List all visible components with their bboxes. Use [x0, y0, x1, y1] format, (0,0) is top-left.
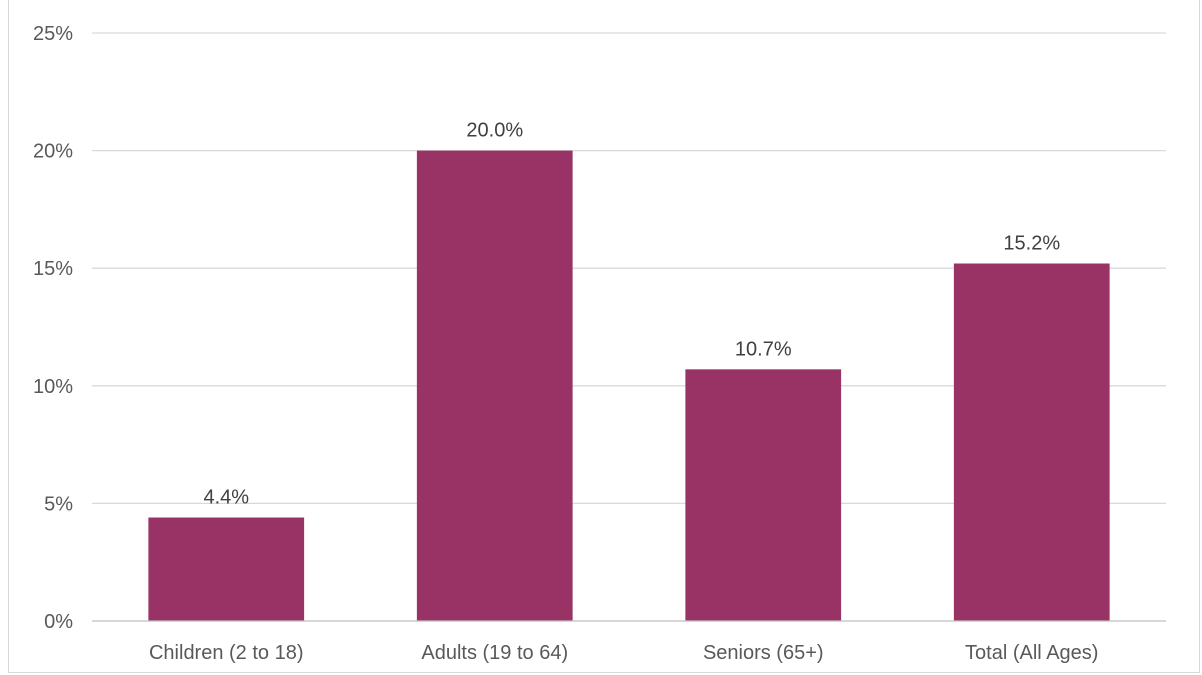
- chart-frame: [8, 0, 1200, 673]
- x-tick-label: Adults (19 to 64): [421, 642, 568, 664]
- x-axis-tick-labels: Children (2 to 18) Adults (19 to 64) Senio…: [149, 642, 1098, 664]
- x-tick-label: Children (2 to 18): [149, 642, 304, 664]
- bar: [148, 517, 305, 621]
- y-tick-label: 10%: [33, 376, 73, 398]
- data-labels: 4.4% 20.0% 10.7% 15.2%: [203, 120, 1060, 509]
- bar: [953, 263, 1110, 621]
- x-tick-label: Total (All Ages): [965, 642, 1098, 664]
- bar: [416, 150, 573, 621]
- bars: [148, 150, 1110, 621]
- data-label: 4.4%: [203, 487, 249, 509]
- x-tick-label: Seniors (65+): [703, 642, 824, 664]
- y-axis-tick-labels: 0% 5% 10% 15% 20% 25%: [33, 23, 73, 633]
- data-label: 20.0%: [466, 120, 523, 142]
- y-tick-label: 25%: [33, 23, 73, 45]
- data-label: 10.7%: [735, 338, 792, 360]
- y-tick-label: 0%: [44, 611, 73, 633]
- data-label: 15.2%: [1003, 232, 1060, 254]
- bar: [685, 369, 842, 621]
- y-tick-label: 20%: [33, 141, 73, 163]
- y-tick-label: 15%: [33, 258, 73, 280]
- y-tick-label: 5%: [44, 493, 73, 515]
